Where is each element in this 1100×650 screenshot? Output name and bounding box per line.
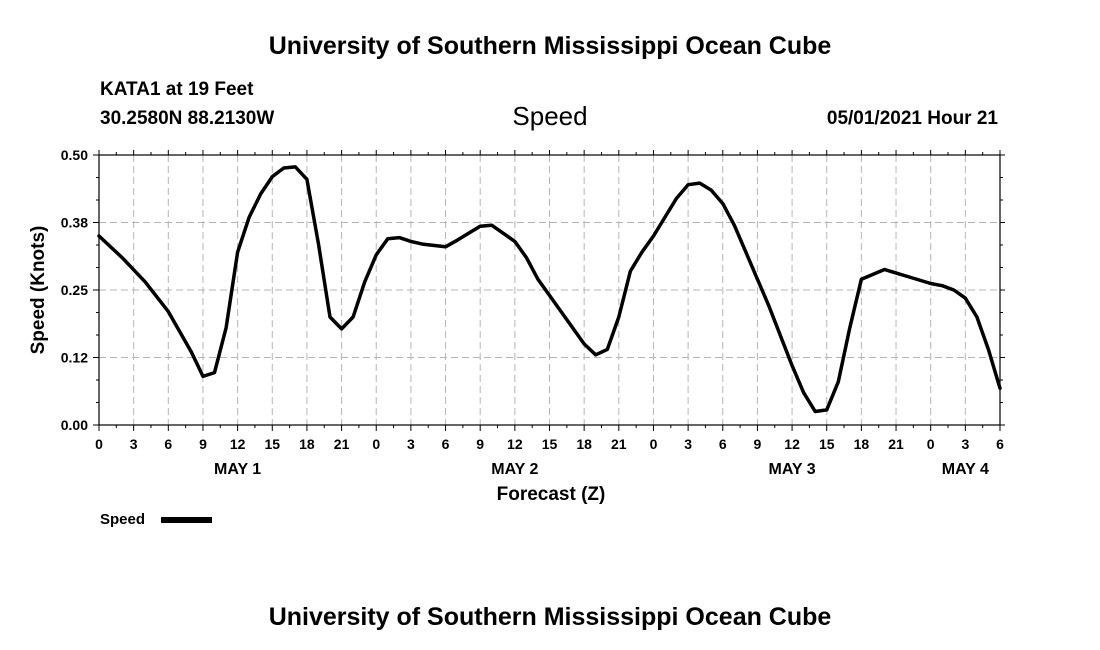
speed-series-line — [97, 165, 1002, 414]
x-axis-label: Forecast (Z) — [497, 484, 606, 505]
x-tick-label: 3 — [130, 436, 138, 452]
x-tick-label: 18 — [854, 436, 870, 452]
station-label: KATA1 at 19 Feet — [100, 79, 254, 100]
day-label: MAY 1 — [214, 461, 261, 478]
x-tick-label: 18 — [299, 436, 315, 452]
y-tick-label: 0.38 — [61, 215, 88, 231]
plot-frame — [98, 154, 1001, 426]
x-tick-label: 0 — [95, 436, 103, 452]
x-tick-label: 21 — [611, 436, 627, 452]
x-tick-label: 12 — [230, 436, 246, 452]
x-tick-label: 15 — [819, 436, 835, 452]
x-tick-label: 15 — [264, 436, 280, 452]
x-axis-ticks: 0 3 6 9 12 15 18 21 0 3 6 9 12 15 18 21 0 3 6 9 12 15 18 21 0 3 6 — [95, 150, 1004, 452]
x-tick-label: 9 — [476, 436, 484, 452]
x-tick-label: 21 — [334, 436, 350, 452]
x-tick-label: 9 — [199, 436, 207, 452]
x-tick-label: 3 — [961, 436, 969, 452]
day-labels: MAY 1 MAY 2 MAY 3 MAY 4 — [214, 461, 989, 478]
y-tick-label: 0.00 — [61, 417, 88, 433]
day-label: MAY 2 — [491, 461, 538, 478]
x-tick-label: 6 — [442, 436, 450, 452]
x-tick-label: 9 — [754, 436, 762, 452]
x-tick-label: 6 — [996, 436, 1004, 452]
x-tick-label: 21 — [888, 436, 904, 452]
y-tick-label: 0.25 — [61, 282, 88, 298]
x-tick-label: 6 — [719, 436, 727, 452]
y-tick-label: 0.50 — [61, 147, 88, 163]
grid — [99, 155, 1000, 425]
x-tick-label: 6 — [164, 436, 172, 452]
x-tick-label: 3 — [684, 436, 692, 452]
variable-title: Speed — [512, 101, 587, 131]
y-tick-label: 0.12 — [61, 350, 88, 366]
day-label: MAY 3 — [769, 461, 816, 478]
x-tick-label: 12 — [784, 436, 800, 452]
x-tick-label: 0 — [927, 436, 935, 452]
x-tick-label: 15 — [542, 436, 558, 452]
footer-title: University of Southern Mississippi Ocean… — [269, 603, 832, 631]
y-axis-label: Speed (Knots) — [28, 226, 49, 355]
day-label: MAY 4 — [942, 461, 989, 478]
x-tick-label: 3 — [407, 436, 415, 452]
legend-swatch — [161, 517, 212, 523]
x-tick-label: 18 — [576, 436, 592, 452]
x-tick-label: 0 — [650, 436, 658, 452]
x-tick-label: 0 — [372, 436, 380, 452]
chart-title: University of Southern Mississippi Ocean… — [269, 32, 832, 60]
x-tick-label: 12 — [507, 436, 523, 452]
coordinates-label: 30.2580N 88.2130W — [100, 108, 274, 129]
y-axis-ticks: 0.00 0.12 0.25 0.38 0.50 — [61, 147, 1005, 433]
datetime-label: 05/01/2021 Hour 21 — [827, 108, 999, 129]
legend-label: Speed — [100, 511, 145, 528]
